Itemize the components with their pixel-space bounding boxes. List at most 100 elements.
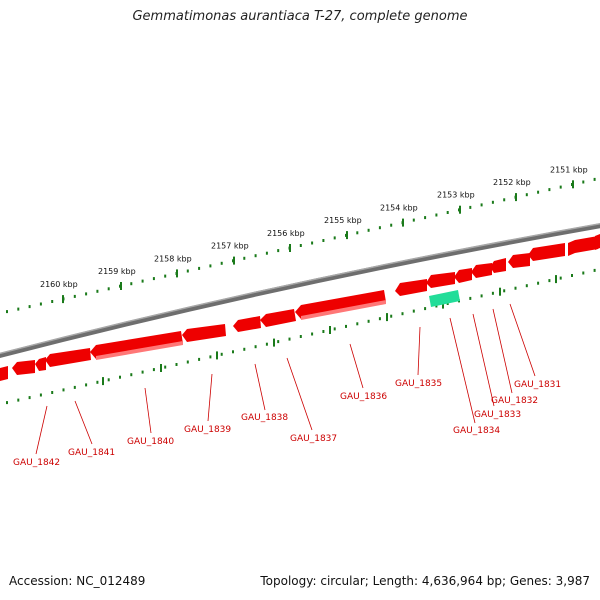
gene-arrow-gau-1832[interactable] xyxy=(508,253,530,268)
scale-tick xyxy=(277,249,280,253)
scale-tick-label: 2152 kbp xyxy=(493,178,531,187)
gene-arrow-gau-1836[interactable] xyxy=(295,290,386,319)
scale-tick xyxy=(390,314,393,318)
major-scale-tick xyxy=(289,244,291,252)
rna-gene-gau-1834[interactable] xyxy=(429,290,460,307)
gene-arrow[interactable] xyxy=(568,236,598,256)
gene-arrow-gau-1838[interactable] xyxy=(233,316,261,332)
scale-tick xyxy=(17,398,20,402)
scale-tick xyxy=(209,355,212,359)
gene-label-gau-1838[interactable]: GAU_1838 xyxy=(241,413,288,423)
scale-tick xyxy=(593,177,596,181)
scale-tick xyxy=(582,271,585,275)
scale-tick xyxy=(299,335,302,338)
gene-shading xyxy=(96,300,386,360)
gene-label-gau-1841[interactable]: GAU_1841 xyxy=(68,448,115,458)
major-scale-tick xyxy=(62,295,64,304)
scale-tick xyxy=(491,200,494,204)
gene-arrow[interactable] xyxy=(490,258,506,273)
major-scale-tick xyxy=(515,193,517,202)
scale-tick xyxy=(73,385,76,389)
scale-tick xyxy=(469,296,472,300)
gene-arrow-gau-1841[interactable] xyxy=(45,348,91,367)
scale-tick-label: 2158 kbp xyxy=(154,254,192,263)
scale-tick xyxy=(243,256,246,260)
major-scale-tick xyxy=(555,275,557,284)
gene-label-gau-1833[interactable]: GAU_1833 xyxy=(474,410,521,420)
scale-tick xyxy=(435,213,438,217)
gene-label-gau-1842[interactable]: GAU_1842 xyxy=(13,458,60,468)
scale-tick xyxy=(537,190,540,194)
scale-tick xyxy=(265,342,268,346)
scale-tick xyxy=(390,223,393,227)
scale-tick xyxy=(480,294,483,298)
scale-tick xyxy=(559,185,562,189)
scale-tick xyxy=(51,391,54,394)
gene-arrow[interactable] xyxy=(35,357,46,371)
scale-tick xyxy=(525,284,528,288)
gene-label-gau-1839[interactable]: GAU_1839 xyxy=(184,425,231,435)
scale-tick xyxy=(220,352,223,356)
scale-tick xyxy=(333,236,336,240)
scale-tick xyxy=(152,368,155,372)
accession-text: Accession: NC_012489 xyxy=(9,574,146,588)
gene-arrow-gau-1831[interactable] xyxy=(528,243,565,261)
gene-arrow-gau-1837[interactable] xyxy=(260,309,296,327)
genome-backbone xyxy=(0,223,600,358)
gene-arrow[interactable] xyxy=(426,272,455,288)
scale-tick xyxy=(435,304,438,308)
scale-tick xyxy=(141,279,144,283)
gene-label-gau-1837[interactable]: GAU_1837 xyxy=(290,434,337,444)
scale-tick xyxy=(51,300,54,303)
scale-tick xyxy=(254,254,257,258)
major-scale-tick xyxy=(160,364,162,372)
scale-tick xyxy=(424,216,427,220)
gene-arrow-gau-1835[interactable] xyxy=(395,279,427,296)
scale-tick-label: 2159 kbp xyxy=(98,267,136,276)
scale-tick xyxy=(401,312,404,316)
gene-label-gau-1832[interactable]: GAU_1832 xyxy=(491,396,538,406)
scale-tick xyxy=(322,239,325,242)
scale-tick xyxy=(571,274,573,277)
scale-tick xyxy=(62,388,65,392)
gene-arrow-gau-1840[interactable] xyxy=(90,331,183,359)
label-leader-lines xyxy=(35,303,536,455)
scale-tick xyxy=(39,393,42,397)
scale-tick xyxy=(537,281,540,285)
scale-tick-label: 2156 kbp xyxy=(267,229,305,238)
scale-tick xyxy=(311,332,314,336)
scale-tick xyxy=(277,340,280,344)
gene-arrow-gau-1833[interactable] xyxy=(471,263,492,278)
major-scale-tick xyxy=(459,205,461,214)
scale-tick xyxy=(548,279,551,283)
scale-tick xyxy=(356,322,359,326)
scale-tick xyxy=(322,330,325,333)
scale-tick xyxy=(198,266,201,270)
gene-arrow-gau-1839[interactable] xyxy=(182,324,226,342)
scale-tick-labels: 2151 kbp 2152 kbp 2153 kbp 2154 kbp 2155 kbp… xyxy=(40,165,588,289)
scale-tick xyxy=(130,282,133,286)
gene-arrow[interactable] xyxy=(454,268,472,283)
scale-tick xyxy=(356,231,359,235)
gene-label-gau-1836[interactable]: GAU_1836 xyxy=(340,392,387,402)
scale-tick xyxy=(232,350,234,354)
gene-label-gau-1840[interactable]: GAU_1840 xyxy=(127,437,174,447)
major-scale-tick xyxy=(233,256,235,265)
major-scale-tick xyxy=(346,231,348,240)
scale-tick xyxy=(39,302,42,306)
gene-arrow-gau-1842[interactable] xyxy=(12,360,35,375)
gene-label-gau-1831[interactable]: GAU_1831 xyxy=(514,380,561,390)
scale-tick xyxy=(175,363,178,366)
major-scale-tick xyxy=(402,218,404,227)
scale-tick xyxy=(96,289,99,293)
scale-tick xyxy=(378,317,381,321)
gene-arrow[interactable] xyxy=(0,366,8,381)
gene-features xyxy=(0,234,600,381)
gene-label-gau-1835[interactable]: GAU_1835 xyxy=(395,379,442,389)
scale-tick xyxy=(514,286,517,290)
genome-summary-text: Topology: circular; Length: 4,636,964 bp… xyxy=(260,574,590,588)
gene-label-gau-1834[interactable]: GAU_1834 xyxy=(453,426,500,436)
scale-tick xyxy=(85,383,88,387)
scale-tick-label: 2154 kbp xyxy=(380,204,418,213)
